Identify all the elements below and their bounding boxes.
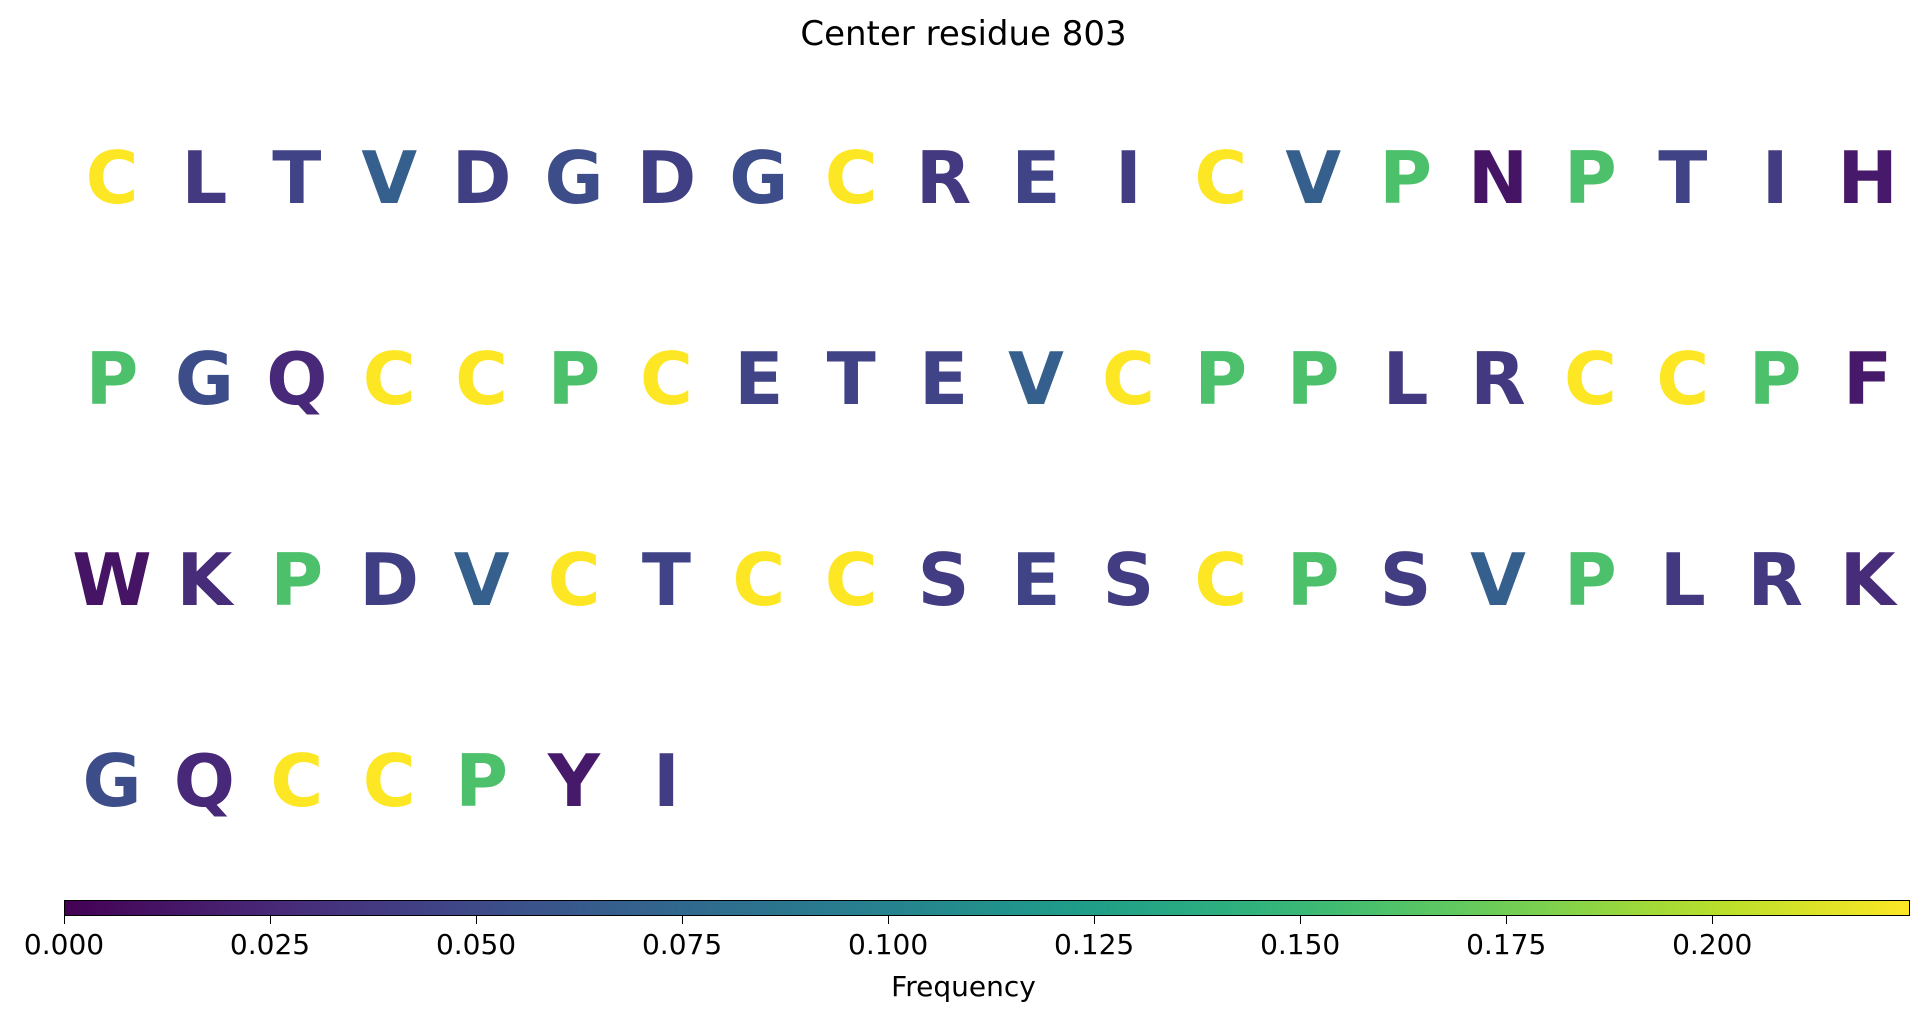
colorbar-tick xyxy=(476,916,478,924)
residue-letter: I xyxy=(1761,136,1789,220)
colorbar-label: Frequency xyxy=(891,970,1036,1003)
residue-letter: C xyxy=(1194,538,1248,622)
residue-letter: T xyxy=(826,337,876,421)
residue-letter: G xyxy=(729,136,789,220)
residue-letter: R xyxy=(1470,337,1526,421)
residue-letter: P xyxy=(1564,538,1617,622)
residue-letter: C xyxy=(85,136,139,220)
residue-letter: S xyxy=(1102,538,1155,622)
residue-letter: R xyxy=(915,136,972,220)
residue-letter: R xyxy=(1747,538,1803,622)
residue-letter: S xyxy=(1379,538,1432,622)
colorbar-tick-label: 0.125 xyxy=(1054,928,1135,961)
residue-letter: V xyxy=(1285,136,1342,220)
colorbar-tick-label: 0.175 xyxy=(1466,928,1547,961)
residue-letter: P xyxy=(547,337,601,421)
residue-letter: C xyxy=(1563,337,1617,421)
residue-letter: P xyxy=(1286,538,1340,622)
residue-letter: W xyxy=(72,538,152,622)
residue-letter: L xyxy=(1382,337,1429,421)
residue-letter: T xyxy=(272,136,322,220)
colorbar-tick xyxy=(888,916,890,924)
residue-letter: T xyxy=(1658,136,1708,220)
colorbar-tick-label: 0.050 xyxy=(435,928,517,961)
residue-letter: T xyxy=(641,538,691,622)
colorbar-tick xyxy=(682,916,684,924)
residue-letter: C xyxy=(824,538,878,622)
colorbar-tick-label: 0.100 xyxy=(848,928,929,961)
residue-letter: E xyxy=(1011,136,1061,220)
residue-letter: P xyxy=(1748,337,1802,421)
residue-letter: I xyxy=(1114,136,1142,220)
colorbar-tick xyxy=(1300,916,1302,924)
residue-letter: S xyxy=(917,538,970,622)
residue-letter: G xyxy=(174,337,234,421)
residue-letter: C xyxy=(362,739,416,823)
residue-letter: G xyxy=(544,136,604,220)
chart-title: Center residue 803 xyxy=(800,14,1127,54)
residue-letter: P xyxy=(85,337,139,421)
residue-letter: I xyxy=(652,739,680,823)
residue-letter: G xyxy=(82,739,142,823)
residue-letter: E xyxy=(919,337,969,421)
residue-letter: L xyxy=(181,136,228,220)
residue-letter: C xyxy=(362,337,416,421)
residue-letter: D xyxy=(636,136,697,220)
residue-letter: F xyxy=(1843,337,1893,421)
residue-letter: C xyxy=(1101,337,1155,421)
residue-letter: C xyxy=(732,538,786,622)
residue-letter: C xyxy=(824,136,878,220)
residue-letter: K xyxy=(176,538,233,622)
residue-letter: C xyxy=(1194,136,1248,220)
residue-letter: P xyxy=(1379,136,1432,220)
residue-letter: Q xyxy=(173,739,235,823)
colorbar-tick-label: 0.200 xyxy=(1672,928,1753,961)
residue-letter: H xyxy=(1837,136,1898,220)
residue-letter: N xyxy=(1467,136,1529,220)
colorbar-tick xyxy=(1506,916,1508,924)
colorbar xyxy=(64,900,1910,916)
residue-letter: C xyxy=(639,337,693,421)
residue-letter: K xyxy=(1839,538,1896,622)
residue-letter: Y xyxy=(547,739,601,823)
residue-letter: P xyxy=(270,538,324,622)
residue-letter: C xyxy=(1656,337,1710,421)
colorbar-tick-label: 0.000 xyxy=(23,928,105,961)
residue-letter: V xyxy=(361,136,418,220)
colorbar-tick xyxy=(1712,916,1714,924)
colorbar-tick xyxy=(270,916,272,924)
residue-letter: V xyxy=(453,538,510,622)
colorbar-tick xyxy=(1094,916,1096,924)
residue-letter: V xyxy=(1470,538,1526,622)
colorbar-tick xyxy=(64,916,65,924)
residue-letter: P xyxy=(1194,337,1248,421)
residue-letter: D xyxy=(359,538,420,622)
residue-letter: L xyxy=(1659,538,1706,622)
residue-letter: C xyxy=(547,538,601,622)
residue-letter: P xyxy=(1564,136,1617,220)
colorbar-tick-label: 0.075 xyxy=(641,928,723,961)
residue-letter: P xyxy=(455,739,508,823)
residue-letter: C xyxy=(455,337,509,421)
residue-letter: Q xyxy=(266,337,328,421)
residue-letter: V xyxy=(1008,337,1064,421)
residue-letter: E xyxy=(1011,538,1061,622)
residue-letter: E xyxy=(734,337,784,421)
colorbar-tick-label: 0.150 xyxy=(1260,928,1341,961)
residue-letter: P xyxy=(1286,337,1340,421)
colorbar-tick-label: 0.025 xyxy=(229,928,311,961)
residue-letter: D xyxy=(451,136,512,220)
residue-letter: C xyxy=(270,739,324,823)
